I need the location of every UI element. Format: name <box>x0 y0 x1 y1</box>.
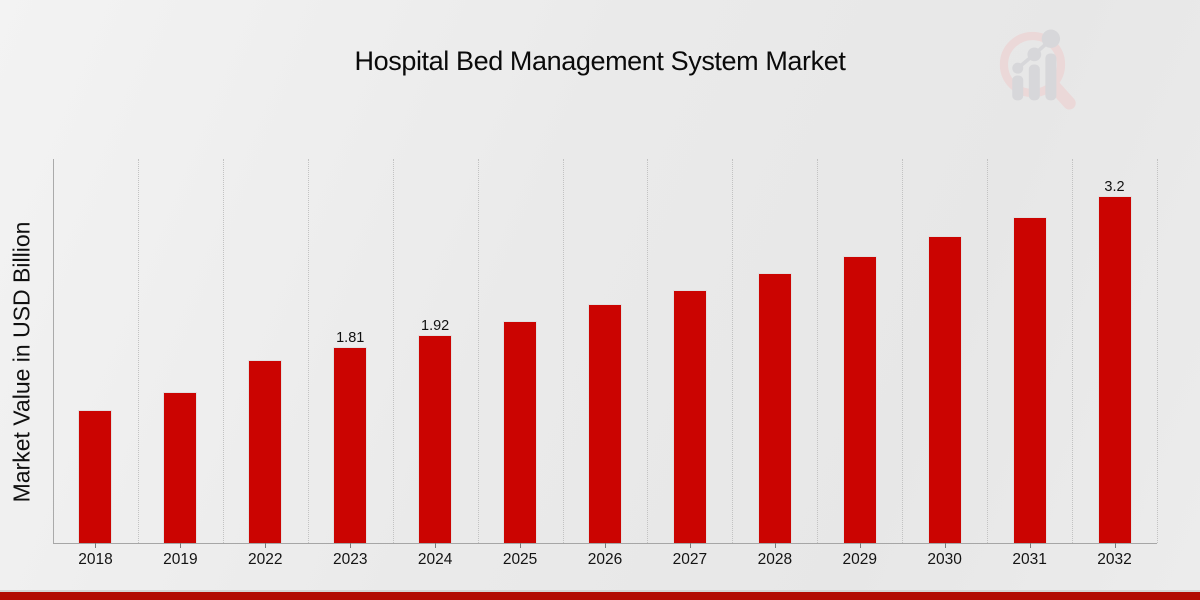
vertical-gridline <box>307 159 309 543</box>
logo-dot-2 <box>1027 47 1042 62</box>
bar-slot: 2025 <box>478 159 563 568</box>
x-tick-label: 2022 <box>248 551 283 568</box>
bar <box>503 320 538 543</box>
x-axis-tick <box>265 543 267 548</box>
bar-slot: 2027 <box>647 159 732 568</box>
vertical-gridline <box>562 159 564 543</box>
bar-slot: 2018 <box>53 159 138 568</box>
bar-slot: 2028 <box>732 159 817 568</box>
x-axis-tick <box>859 543 861 548</box>
bar-slot: 2022 <box>223 159 308 568</box>
bar-slot: 2030 <box>902 159 987 568</box>
bar-slot: 2026 <box>563 159 648 568</box>
logo-dot-3 <box>1041 29 1061 48</box>
bar <box>163 392 198 543</box>
bar: 1.92 <box>418 318 453 543</box>
bar: 1.81 <box>333 330 368 543</box>
x-tick-label: 2018 <box>78 551 113 568</box>
vertical-gridline <box>1072 159 1074 543</box>
x-tick-label: 2029 <box>842 551 877 568</box>
vertical-gridline <box>647 159 649 543</box>
bar <box>927 236 962 543</box>
logo-bar-3 <box>1045 53 1057 101</box>
bar <box>1012 216 1047 543</box>
x-tick-label: 2027 <box>672 551 708 568</box>
plot-area: 2018 2019 2022 1.81 2023 1.92 2024 2025 2026 2027… <box>53 159 1158 568</box>
bar-value-label: 3.2 <box>1104 178 1125 195</box>
y-axis-line <box>53 159 54 543</box>
bar-slot: 3.2 2032 <box>1072 159 1157 568</box>
bar-slot: 2029 <box>817 159 902 568</box>
x-axis-tick <box>180 543 182 548</box>
vertical-gridline <box>222 159 224 543</box>
logo-dot-1 <box>1012 62 1024 74</box>
x-tick-label: 2030 <box>927 551 962 568</box>
bar <box>78 409 113 543</box>
bar-value-label: 1.92 <box>421 317 450 334</box>
x-tick-label: 2023 <box>332 551 368 568</box>
x-tick-label: 2026 <box>587 551 623 568</box>
bar-slot: 2019 <box>138 159 223 568</box>
x-tick-label: 2031 <box>1012 551 1047 568</box>
bar: 3.2 <box>1097 179 1132 543</box>
logo-bar-2 <box>1028 64 1040 101</box>
x-tick-label: 2019 <box>163 551 198 568</box>
magnifier-bar-chart-logo <box>999 29 1076 110</box>
bar <box>672 290 707 543</box>
x-tick-label: 2028 <box>757 551 793 568</box>
vertical-gridline <box>817 159 819 543</box>
bottom-banner <box>0 590 1200 600</box>
x-axis-tick <box>689 543 691 548</box>
vertical-gridline <box>732 159 734 543</box>
vertical-gridline <box>1157 159 1158 543</box>
logo-bar-1 <box>1012 75 1024 101</box>
bar-slot: 1.81 2023 <box>308 159 393 568</box>
x-axis-tick <box>520 543 522 548</box>
vertical-gridline <box>137 159 139 543</box>
bar <box>248 359 283 543</box>
x-axis-tick <box>944 543 946 548</box>
bar <box>587 304 622 543</box>
x-axis-tick <box>774 543 776 548</box>
x-axis-tick <box>95 543 97 548</box>
x-tick-label: 2024 <box>417 551 453 568</box>
bar-slot: 1.92 2024 <box>393 159 478 568</box>
x-axis-tick <box>1114 543 1116 548</box>
x-axis-tick <box>604 543 606 548</box>
chart-title: Hospital Bed Management System Market <box>354 46 846 76</box>
bar-value-label: 1.81 <box>336 329 365 346</box>
bar-slot: 2031 <box>987 159 1072 568</box>
vertical-gridline <box>987 159 989 543</box>
bar <box>757 272 792 543</box>
vertical-gridline <box>477 159 479 543</box>
x-tick-label: 2032 <box>1097 551 1132 568</box>
x-axis-tick <box>435 543 437 548</box>
y-axis-label: Market Value in USD Billion <box>8 221 35 503</box>
x-axis-tick <box>1029 543 1031 548</box>
vertical-gridline <box>902 159 904 543</box>
bar <box>842 255 877 543</box>
x-axis-tick <box>350 543 352 548</box>
vertical-gridline <box>392 159 394 543</box>
x-tick-label: 2025 <box>502 551 538 568</box>
